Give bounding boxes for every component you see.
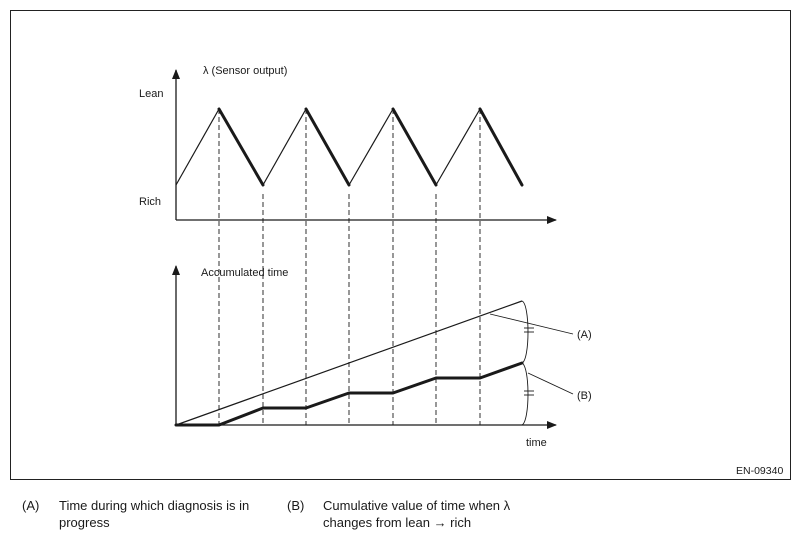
figure-frame bbox=[10, 10, 791, 480]
legend-key-b: (B) bbox=[287, 498, 305, 513]
top-y-title: λ (Sensor output) bbox=[203, 65, 287, 77]
time-axis-label: time bbox=[526, 437, 547, 449]
bottom-graph: Accumulated time time (A) (B) bbox=[172, 265, 592, 449]
legend-text-a-line1: Time during which diagnosis is in bbox=[59, 498, 250, 513]
legend-text-b-line1: Cumulative value of time when λ bbox=[323, 498, 511, 513]
lambda-rising-segments bbox=[175, 108, 481, 186]
legend-text-a: Time during which diagnosis is in progre… bbox=[59, 497, 249, 531]
legend-key-a: (A) bbox=[22, 498, 40, 513]
callout-a-label: (A) bbox=[577, 329, 592, 341]
top-graph: λ (Sensor output) Lean Rich bbox=[139, 65, 557, 224]
legend-text-a-line2: progress bbox=[59, 515, 110, 530]
bracket-b bbox=[521, 362, 529, 426]
curve-b-cumulative-time bbox=[174, 361, 524, 427]
lean-label: Lean bbox=[139, 88, 163, 100]
legend-text-b-line2: changes from lean → rich bbox=[323, 515, 472, 530]
figure-code: EN-09340 bbox=[736, 465, 783, 477]
rich-label: Rich bbox=[139, 196, 161, 208]
lambda-falling-segments bbox=[217, 107, 524, 187]
callout-b-label: (B) bbox=[577, 390, 592, 402]
leader-line-a bbox=[489, 313, 574, 335]
bottom-y-title: Accumulated time bbox=[201, 267, 288, 279]
leader-line-b bbox=[527, 372, 574, 395]
dashed-guides bbox=[218, 109, 481, 425]
curve-a-total-time bbox=[175, 300, 523, 426]
legend-text-b: Cumulative value of time when λ changes … bbox=[323, 497, 510, 531]
